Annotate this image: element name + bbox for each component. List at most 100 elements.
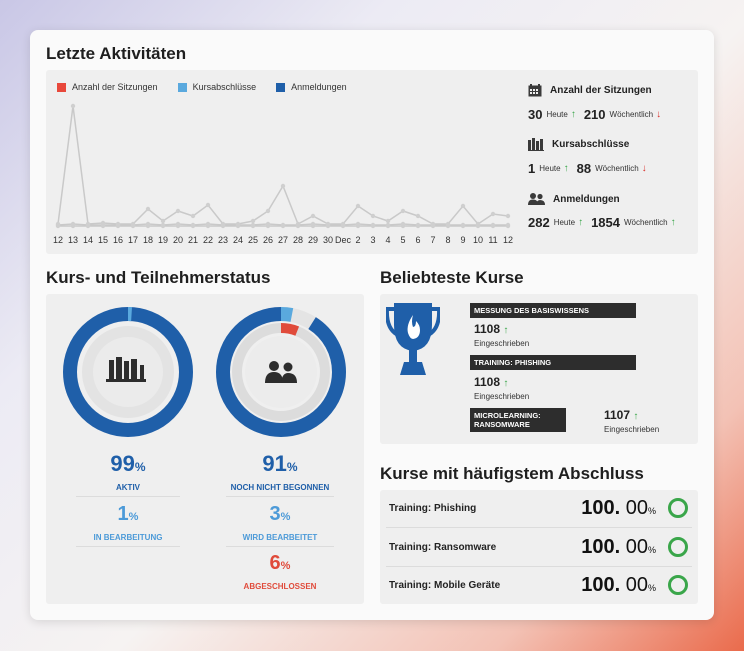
data-point[interactable] (415, 223, 421, 229)
legend-completions[interactable]: Kursabschlüsse (177, 82, 256, 92)
data-point[interactable] (55, 221, 61, 227)
data-point[interactable] (355, 223, 361, 229)
data-point[interactable] (190, 223, 196, 229)
data-point[interactable] (145, 223, 151, 229)
data-point[interactable] (490, 223, 496, 229)
data-point[interactable] (385, 218, 391, 224)
complete-circle-icon (668, 537, 688, 557)
data-point[interactable] (280, 183, 286, 189)
active-donut (63, 307, 193, 437)
completed-label: ABGESCHLOSSEN (243, 582, 317, 591)
x-tick-label: 14 (83, 235, 93, 245)
arrow-up-icon: ↑ (503, 378, 509, 389)
data-point[interactable] (310, 223, 316, 229)
stat-enrollments: Anmeldungen 282 Heute ↑ 1854 Wöchentlich… (528, 193, 698, 230)
stat-today-label: Heute (553, 218, 576, 227)
arrow-up-icon: ↑ (633, 411, 639, 422)
x-tick-label: 29 (308, 235, 318, 245)
divider (226, 496, 334, 497)
arrow-up-icon: ↑ (563, 163, 569, 174)
data-point[interactable] (85, 221, 91, 227)
stat-weekly-label: Wöchentlich (609, 110, 654, 119)
popular-title: Beliebteste Kurse (380, 268, 524, 287)
x-tick-label: 7 (430, 235, 435, 245)
arrow-down-icon: ↓ (656, 109, 662, 120)
donut-in-progress-segment (63, 307, 193, 437)
course-enroll-count: 1107 ↑ (604, 408, 639, 422)
x-tick-label: 22 (203, 235, 213, 245)
data-point[interactable] (205, 202, 211, 208)
data-point[interactable] (250, 218, 256, 224)
data-point[interactable] (505, 213, 511, 219)
x-tick-label: 19 (158, 235, 168, 245)
data-point[interactable] (115, 221, 121, 227)
divider (386, 566, 692, 567)
completion-rate: 100. 00% (581, 535, 656, 558)
activity-title: Letzte Aktivitäten (46, 44, 187, 63)
completion-row[interactable]: Training: Ransomware 100. 00% (380, 528, 698, 566)
data-point[interactable] (130, 221, 136, 227)
data-point[interactable] (160, 218, 166, 224)
data-point[interactable] (295, 221, 301, 227)
data-point[interactable] (445, 221, 451, 227)
data-point[interactable] (475, 221, 481, 227)
arrow-up-icon: ↑ (570, 109, 576, 120)
data-point[interactable] (370, 213, 376, 219)
x-tick-label: 30 (323, 235, 333, 245)
stat-weekly-label: Wöchentlich (595, 164, 639, 173)
data-point[interactable] (355, 203, 361, 209)
x-tick-label: 5 (400, 235, 405, 245)
legend-enrollments[interactable]: Anmeldungen (276, 82, 347, 92)
data-point[interactable] (490, 211, 496, 217)
activity-line-chart: 12 13 14 15 16 17 18 19 20 21 22 23 24 25 26 27 28 29 30 De… (53, 103, 513, 245)
data-point[interactable] (430, 221, 436, 227)
data-point[interactable] (145, 206, 151, 212)
complete-circle-icon (668, 575, 688, 595)
trophy-icon (386, 303, 440, 375)
course-label: TRAINING: PHISHING (470, 355, 636, 370)
data-point[interactable] (190, 213, 196, 219)
data-point[interactable] (310, 213, 316, 219)
data-point[interactable] (175, 208, 181, 214)
not-started-label: NOCH NICHT BEGONNEN (230, 483, 330, 492)
data-point[interactable] (370, 223, 376, 229)
data-point[interactable] (205, 223, 211, 229)
data-point[interactable] (265, 208, 271, 214)
data-point[interactable] (250, 223, 256, 229)
data-point[interactable] (70, 103, 76, 109)
data-point[interactable] (100, 220, 106, 226)
x-tick-label: 27 (278, 235, 288, 245)
data-point[interactable] (340, 221, 346, 227)
x-tick-label: 10 (473, 235, 483, 245)
data-point[interactable] (160, 223, 166, 229)
x-tick-label: 8 (445, 235, 450, 245)
data-point[interactable] (265, 223, 271, 229)
x-tick-label: 3 (370, 235, 375, 245)
data-point[interactable] (505, 223, 511, 229)
x-tick-label: 28 (293, 235, 303, 245)
books-icon (106, 357, 146, 382)
course-enroll-label: Eingeschrieben (474, 339, 530, 348)
divider (76, 546, 180, 547)
data-point[interactable] (325, 221, 331, 227)
legend-label: Anzahl der Sitzungen (72, 82, 158, 92)
legend-sessions[interactable]: Anzahl der Sitzungen (57, 82, 158, 92)
course-enroll-count: 1108 ↑ (474, 375, 509, 389)
completion-row[interactable]: Training: Phishing 100. 00% (380, 489, 698, 527)
data-point[interactable] (400, 208, 406, 214)
data-point[interactable] (175, 223, 181, 229)
completion-row[interactable]: Training: Mobile Geräte 100. 00% (380, 566, 698, 604)
users-icon (528, 193, 545, 205)
data-point[interactable] (235, 221, 241, 227)
data-point[interactable] (280, 223, 286, 229)
course-enroll-label: Eingeschrieben (474, 392, 530, 401)
data-point[interactable] (460, 203, 466, 209)
data-point[interactable] (415, 213, 421, 219)
data-point[interactable] (70, 223, 76, 229)
data-point[interactable] (460, 223, 466, 229)
data-point[interactable] (385, 223, 391, 229)
data-point[interactable] (220, 221, 226, 227)
data-point[interactable] (400, 223, 406, 229)
x-tick-label: 9 (460, 235, 465, 245)
books-icon (528, 138, 544, 151)
